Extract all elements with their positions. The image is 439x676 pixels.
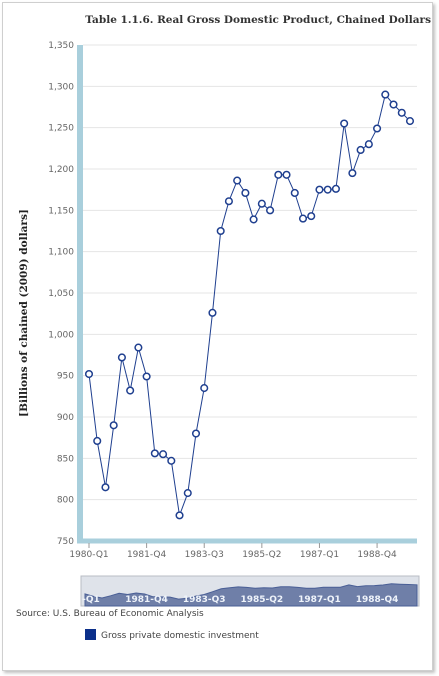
- x-tick-label: 1981-Q4: [127, 550, 167, 560]
- data-point: [191, 429, 201, 438]
- navigator-label: 1987-Q1: [298, 595, 341, 605]
- data-point: [241, 188, 250, 198]
- range-navigator[interactable]: -Q1 1981-Q4 1983-Q3 1985-Q2 1987-Q1 1988-Q4: [80, 575, 420, 607]
- data-point: [200, 384, 209, 393]
- data-point: [134, 343, 143, 352]
- source-note: Source: U.S. Bureau of Economic Analysis: [16, 609, 204, 619]
- navigator-label: 1985-Q2: [240, 595, 283, 605]
- y-tick-label: 1,200: [48, 165, 74, 175]
- navigator-label: -Q1: [82, 595, 100, 605]
- y-tick-label: 1,000: [48, 330, 74, 340]
- data-point: [109, 421, 118, 430]
- navigator-label: 1988-Q4: [356, 595, 399, 605]
- gridlines: [83, 44, 417, 542]
- y-tick-label: 750: [57, 537, 74, 547]
- data-point: [381, 90, 390, 99]
- data-point: [101, 483, 110, 492]
- chart-frame: Table 1.1.6. Real Gross Domestic Product…: [2, 2, 433, 671]
- data-point: [274, 170, 283, 179]
- data-point: [167, 456, 176, 465]
- data-point: [340, 119, 349, 128]
- navigator-label: 1981-Q4: [125, 595, 168, 605]
- data-point: [142, 372, 151, 381]
- y-tick-label: 900: [57, 413, 74, 423]
- y-tick-label: 950: [57, 372, 74, 382]
- data-point: [175, 511, 184, 520]
- y-tick-labels: 750 800 850 900 950 1,000 1,050 1,100 1,150 1,200…: [48, 41, 74, 547]
- data-point: [93, 436, 102, 446]
- navigator-area: [84, 583, 418, 607]
- x-tick-labels: 1980-Q1 1981-Q4 1983-Q3 1985-Q2 1987-Q1 1988-…: [69, 543, 397, 560]
- data-point: [84, 369, 94, 379]
- data-point: [249, 215, 258, 224]
- x-tick-label: 1980-Q1: [69, 550, 108, 560]
- data-point: [331, 184, 340, 193]
- data-point: [307, 212, 316, 221]
- chart-title: Table 1.1.6. Real Gross Domestic Product…: [85, 14, 431, 26]
- data-point: [282, 170, 291, 179]
- series-line: [88, 93, 411, 518]
- data-point: [126, 386, 135, 395]
- y-tick-label: 1,300: [48, 82, 74, 92]
- x-tick-label: 1983-Q3: [185, 550, 224, 560]
- x-tick-label: 1988-Q4: [357, 550, 397, 560]
- data-point: [397, 108, 406, 117]
- data-point: [315, 185, 324, 194]
- y-tick-label: 1,100: [48, 248, 74, 258]
- data-point: [348, 169, 357, 178]
- legend-swatch: [85, 629, 96, 640]
- data-point: [364, 140, 373, 149]
- data-point: [405, 117, 415, 126]
- data-point: [216, 226, 225, 236]
- y-tick-label: 1,150: [48, 206, 74, 216]
- data-points: [84, 90, 415, 520]
- x-tick-label: 1987-Q1: [300, 550, 339, 560]
- y-tick-label: 1,250: [48, 124, 74, 134]
- data-point: [323, 185, 332, 194]
- y-tick-label: 1,350: [48, 41, 74, 51]
- data-point: [117, 353, 126, 362]
- y-tick-label: 800: [57, 496, 74, 506]
- data-point: [356, 145, 365, 155]
- y-axis-label: [Billions of chained (2009) dollars]: [18, 209, 30, 417]
- data-point: [389, 100, 398, 109]
- data-point: [298, 214, 308, 223]
- legend-label[interactable]: Gross private domestic investment: [101, 631, 259, 641]
- data-point: [208, 308, 217, 317]
- data-point: [373, 124, 382, 133]
- navigator-label: 1983-Q3: [183, 595, 226, 605]
- x-tick-label: 1985-Q2: [242, 550, 281, 560]
- y-tick-label: 850: [57, 454, 74, 464]
- line-chart: Table 1.1.6. Real Gross Domestic Product…: [16, 14, 431, 641]
- data-point: [224, 197, 233, 206]
- data-point: [257, 199, 266, 208]
- data-point: [290, 188, 299, 198]
- data-point: [150, 449, 159, 458]
- data-point: [159, 450, 168, 459]
- data-point: [233, 176, 242, 185]
- data-point: [266, 206, 275, 215]
- y-axis-bar: [77, 45, 83, 541]
- y-tick-label: 1,050: [48, 289, 74, 299]
- data-point: [183, 489, 192, 498]
